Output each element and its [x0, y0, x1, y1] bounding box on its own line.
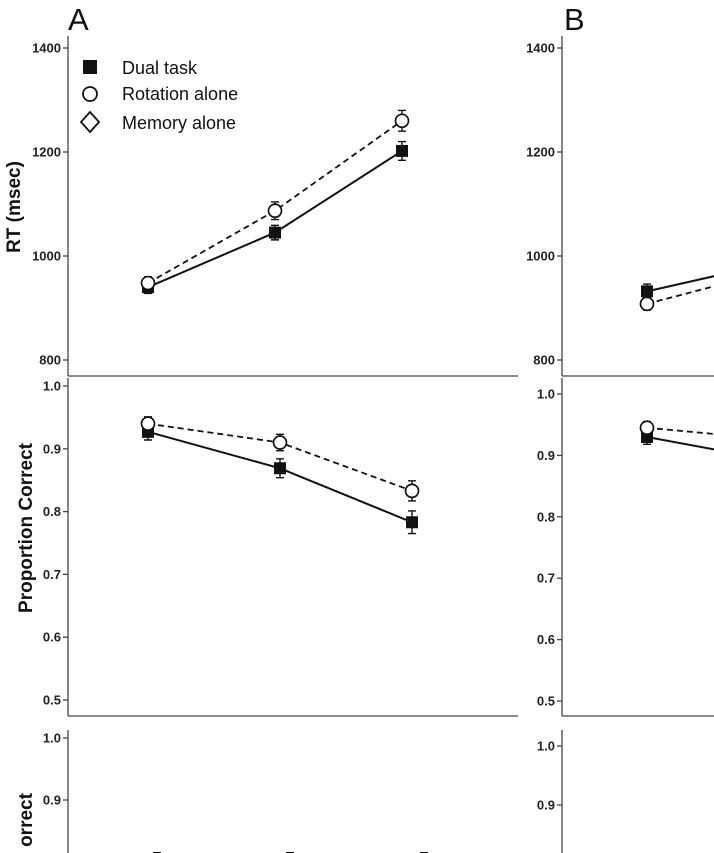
y-tick-label: 1.0: [537, 387, 555, 402]
y-axis-label-memory: orrect: [16, 792, 37, 847]
y-tick-label: 0.8: [537, 509, 555, 524]
y-tick-label: 0.5: [537, 694, 555, 709]
plot-b-accuracy: 0.5 0.6 0.7 0.8 0.9 1.0: [537, 378, 714, 717]
y-tick-label: 1.0: [537, 739, 555, 754]
legend-label-memory-alone: Memory alone: [122, 113, 236, 133]
legend-label-rotation-alone: Rotation alone: [122, 84, 238, 104]
data-point-rotation-alone: [394, 113, 410, 129]
y-tick-label: 1000: [526, 249, 555, 264]
series-group: [140, 416, 420, 535]
y-tick-label: 1.0: [43, 731, 61, 746]
data-point-rotation-alone: [267, 203, 283, 219]
y-tick-label: 1200: [32, 145, 61, 160]
y-tick-label: 0.5: [43, 693, 61, 708]
data-point-rotation-alone: [140, 416, 156, 432]
y-tick-label: 0.9: [537, 448, 555, 463]
y-tick-label: 1.0: [43, 379, 61, 394]
series-line-rotation-alone: [646, 285, 714, 305]
series-line-rotation-alone: [646, 426, 714, 435]
legend: Dual task Rotation alone Memory alone: [79, 58, 238, 134]
legend-label-dual-task: Dual task: [122, 58, 198, 78]
series-group: [140, 109, 410, 295]
plot-a-accuracy: 0.5 0.6 0.7 0.8 0.9 1.0: [43, 378, 518, 717]
legend-marker-memory-alone: [79, 110, 101, 134]
plot-b-memory: 0.9 1.0: [537, 730, 563, 853]
plot-a-memory: 0.9 1.0: [43, 730, 428, 853]
y-tick-label: 0.9: [43, 441, 61, 456]
y-tick-label: 0.6: [43, 630, 61, 645]
data-point-rotation-alone: [140, 275, 156, 291]
y-tick-label: 1400: [32, 41, 61, 56]
y-tick-label: 0.6: [537, 632, 555, 647]
data-point-rotation-alone: [404, 483, 420, 499]
y-tick-label: 0.8: [43, 504, 61, 519]
series-group: [639, 420, 714, 451]
y-tick-label: 0.7: [537, 571, 555, 586]
data-point-rotation-alone: [639, 420, 655, 436]
series-line-dual-task: [646, 275, 714, 293]
data-point-dual-task: [396, 144, 408, 157]
y-tick-label: 0.9: [537, 798, 555, 813]
y-tick-label: 800: [533, 353, 555, 368]
series-group: [639, 275, 714, 312]
y-axis-label-rt: RT (msec): [4, 161, 25, 253]
data-point-rotation-alone: [272, 435, 288, 450]
data-point-dual-task: [641, 285, 653, 298]
plot-a-rt: 800 1000 1200 1400: [32, 36, 518, 377]
y-tick-label: 1400: [526, 41, 555, 56]
legend-marker-dual-task: [83, 60, 97, 74]
y-tick-label: 1200: [526, 145, 555, 160]
panel-label-a: A: [68, 2, 89, 37]
data-point-rotation-alone: [639, 296, 655, 312]
plot-b-rt: 800 1000 1200 1400: [526, 36, 714, 377]
data-point-dual-task: [406, 516, 418, 529]
data-point-dual-task: [274, 462, 286, 475]
y-tick-label: 0.9: [43, 793, 61, 808]
y-axis-label-accuracy: Proportion Correct: [16, 442, 37, 613]
y-tick-label: 0.7: [43, 567, 61, 582]
series-line-dual-task: [646, 435, 714, 451]
y-tick-label: 800: [39, 353, 61, 368]
data-point-dual-task: [269, 226, 281, 239]
panel-label-b: B: [564, 2, 585, 37]
y-tick-label: 1000: [32, 249, 61, 264]
legend-marker-rotation-alone: [82, 86, 98, 102]
